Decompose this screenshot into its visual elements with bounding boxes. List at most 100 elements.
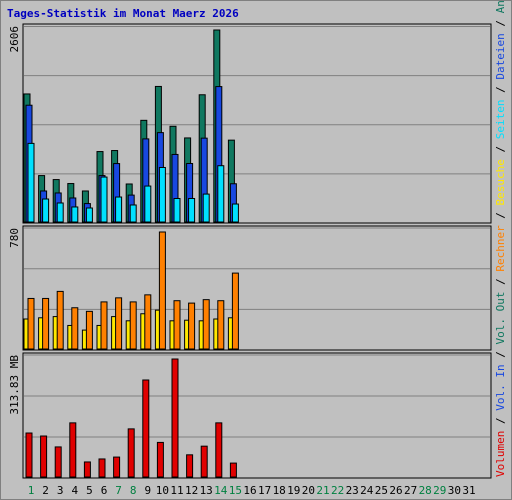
day-label: 27 (404, 484, 417, 497)
max-label-volume: 313.83 MB (8, 355, 21, 415)
bar-seiten-day-9 (144, 185, 152, 223)
day-label: 12 (185, 484, 198, 497)
day-label: 14 (214, 484, 228, 497)
legend-entry-besuche: Besuche (494, 159, 507, 205)
bar-rechner-day-15 (231, 272, 239, 350)
day-label: 23 (346, 484, 359, 497)
legend-entry-seiten: Seiten (494, 99, 507, 139)
day-label: 10 (156, 484, 169, 497)
bar-volumen-day-13 (200, 445, 208, 478)
day-label: 4 (71, 484, 78, 497)
chart-panels: 2606 780 313.83 MB (8, 23, 492, 479)
bar-volumen-day-1 (25, 432, 33, 478)
bar-rechner-day-4 (71, 307, 79, 350)
legend-entry-rechner: Rechner (494, 225, 507, 272)
day-label: 1 (28, 484, 35, 497)
day-label: 16 (243, 484, 256, 497)
bar-volumen-day-14 (215, 422, 223, 478)
bar-rechner-day-14 (217, 300, 225, 350)
bar-volumen-day-11 (171, 358, 179, 478)
bar-rechner-day-13 (202, 299, 210, 350)
bar-volumen-day-8 (127, 428, 135, 478)
bar-seiten-day-8 (129, 204, 137, 223)
max-label-hits: 2606 (8, 26, 21, 53)
day-label: 25 (375, 484, 388, 497)
bar-seiten-day-6 (100, 176, 108, 223)
day-label: 9 (144, 484, 151, 497)
bar-rechner-day-2 (42, 297, 50, 350)
bar-volumen-day-7 (113, 456, 121, 478)
bar-seiten-day-13 (202, 193, 210, 223)
day-label: 22 (331, 484, 344, 497)
bar-volumen-day-9 (142, 379, 150, 478)
day-label: 21 (316, 484, 329, 497)
day-label: 31 (462, 484, 475, 497)
legend-separator: / (494, 205, 507, 225)
bar-volumen-day-5 (83, 461, 91, 478)
day-label: 15 (229, 484, 242, 497)
day-label: 3 (57, 484, 64, 497)
legend-separator: / (494, 80, 507, 100)
bar-rechner-day-7 (115, 297, 123, 350)
legend-separator: / (494, 13, 507, 33)
legend-entry-volumen: Volumen (494, 431, 507, 477)
bar-volumen-day-12 (186, 454, 194, 478)
day-label: 6 (101, 484, 108, 497)
legend-entry-anfragen: Anfragen (494, 1, 507, 13)
bar-seiten-day-7 (115, 196, 123, 223)
bar-seiten-day-15 (231, 203, 239, 223)
legend-separator: / (494, 345, 507, 365)
bar-volumen-day-3 (54, 446, 62, 478)
bar-seiten-day-12 (188, 197, 196, 223)
legend-entry-anfragen: Vol. Out (494, 292, 507, 345)
day-label: 2 (42, 484, 49, 497)
day-axis-labels: 1 2 3 4 5 6 7 8 9 10 11 12 13 14 15 16 17 18 19 20 21 22 23 24 2… (28, 484, 476, 497)
day-label: 26 (389, 484, 402, 497)
bar-seiten-day-4 (71, 206, 79, 223)
bar-seiten-day-11 (173, 197, 181, 223)
day-label: 20 (302, 484, 315, 497)
day-label: 19 (287, 484, 300, 497)
day-label: 29 (433, 484, 446, 497)
day-label: 18 (273, 484, 286, 497)
bar-rechner-day-10 (158, 231, 166, 350)
legend-entry-dateien: Vol. In (494, 364, 507, 410)
bar-rechner-day-8 (129, 301, 137, 350)
bar-rechner-day-5 (85, 310, 93, 350)
bar-rechner-day-12 (188, 302, 196, 350)
day-label: 7 (115, 484, 122, 497)
right-legend: Volumen / Vol. In / Vol. Out / Rechner /… (494, 1, 507, 477)
panel-frame-hits (22, 23, 492, 224)
day-label: 28 (419, 484, 432, 497)
chart-title: Tages-Statistik im Monat Maerz 2026 (7, 7, 239, 20)
max-label-visits: 780 (8, 228, 21, 248)
day-label: 5 (86, 484, 93, 497)
panel-visits: 780 (8, 225, 492, 351)
bar-seiten-day-5 (85, 207, 93, 223)
bar-volumen-day-4 (69, 422, 77, 478)
day-label: 24 (360, 484, 374, 497)
bar-rechner-day-9 (144, 294, 152, 350)
bar-seiten-day-10 (158, 166, 166, 223)
bar-rechner-day-6 (100, 301, 108, 350)
legend-separator: / (494, 272, 507, 292)
panel-frame-volume (22, 352, 492, 479)
legend-text: Volumen / Vol. In / Vol. Out / Rechner /… (494, 1, 507, 477)
bar-seiten-day-1 (27, 142, 35, 223)
bar-rechner-day-11 (173, 300, 181, 350)
bar-volumen-day-10 (156, 441, 164, 478)
legend-entry-dateien: Dateien (494, 33, 507, 79)
bar-seiten-day-14 (217, 165, 225, 223)
bar-seiten-day-2 (42, 198, 50, 223)
bar-rechner-day-1 (27, 297, 35, 350)
day-label: 30 (448, 484, 461, 497)
bar-rechner-day-3 (56, 290, 64, 350)
day-label: 11 (170, 484, 183, 497)
day-label: 13 (200, 484, 213, 497)
legend-separator: / (494, 411, 507, 431)
bar-seiten-day-3 (56, 202, 64, 223)
panel-volume: 313.83 MB (8, 352, 492, 479)
day-label: 17 (258, 484, 271, 497)
